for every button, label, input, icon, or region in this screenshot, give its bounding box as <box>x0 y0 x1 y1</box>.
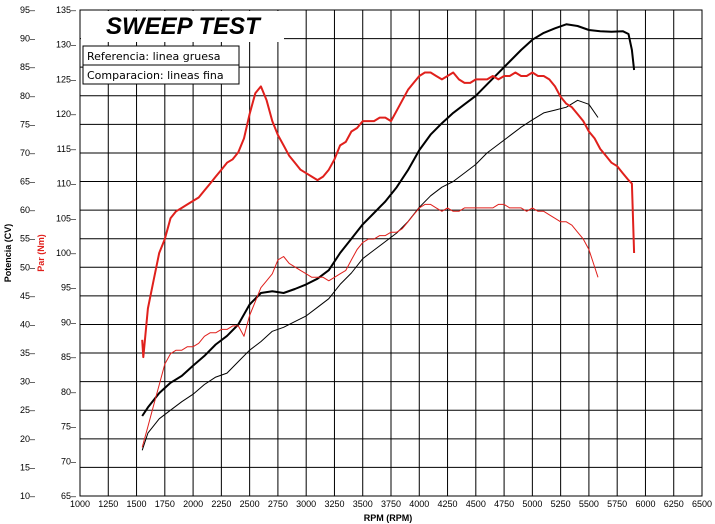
power-tick-label: 20– <box>20 434 35 444</box>
chart-grid <box>79 9 703 497</box>
power-tick-label: 45– <box>20 291 35 301</box>
torque-axis-label: Par (Nm) <box>36 234 46 272</box>
power-tick-label: 15– <box>20 462 35 472</box>
torque-tick-label: 90– <box>61 317 76 327</box>
torque-tick-label: 65– <box>61 491 76 501</box>
power-tick-label: 80– <box>20 91 35 101</box>
x-tick-label: 4500 <box>466 499 486 509</box>
x-tick-label: 5250 <box>551 499 571 509</box>
torque-tick-label: 95– <box>61 283 76 293</box>
torque-tick-label: 75– <box>61 422 76 432</box>
legend-entry-reference: Referencia: linea gruesa <box>87 50 220 63</box>
legend: Referencia: linea gruesa Comparacion: li… <box>82 45 240 85</box>
torque-tick-label: 105– <box>56 213 76 223</box>
x-tick-label: 5750 <box>607 499 627 509</box>
torque-tick-label: 100– <box>56 248 76 258</box>
power-tick-label: 55– <box>20 234 35 244</box>
chart-axes: 1000 1250 1500 1750 2000 2250 2500 2750 3000 3250… <box>20 5 712 509</box>
x-tick-label: 5000 <box>522 499 542 509</box>
power-tick-label: 95– <box>20 5 35 15</box>
power-tick-label: 30– <box>20 377 35 387</box>
power-tick-label: 85– <box>20 62 35 72</box>
legend-entry-comparison: Comparacion: lineas fina <box>87 69 224 82</box>
x-tick-label: 2500 <box>240 499 260 509</box>
power-tick-label: 40– <box>20 319 35 329</box>
x-tick-label: 3000 <box>296 499 316 509</box>
power-tick-label: 35– <box>20 348 35 358</box>
x-axis-label: RPM (RPM) <box>364 513 413 523</box>
torque-tick-label: 110– <box>57 179 76 189</box>
x-tick-label: 1750 <box>155 499 175 509</box>
torque-tick-label: 80– <box>61 387 76 397</box>
x-tick-label: 4000 <box>409 499 429 509</box>
torque-thick-line <box>141 71 636 359</box>
x-tick-label: 6000 <box>635 499 655 509</box>
x-tick-label: 6250 <box>664 499 684 509</box>
power-tick-label: 65– <box>20 177 35 187</box>
x-tick-label: 3250 <box>324 499 344 509</box>
power-tick-label: 90– <box>20 34 35 44</box>
x-tick-label: 2750 <box>268 499 288 509</box>
x-tick-label: 5500 <box>579 499 599 509</box>
power-tick-label: 50– <box>20 262 35 272</box>
torque-tick-label: 120– <box>56 109 76 119</box>
title-box <box>81 11 284 42</box>
power-tick-label: 70– <box>20 148 35 158</box>
power-tick-label: 60– <box>20 205 35 215</box>
x-tick-label: 1500 <box>127 499 147 509</box>
torque-tick-label: 135– <box>56 5 76 15</box>
x-tick-label: 3500 <box>353 499 373 509</box>
x-tick-label: 4250 <box>438 499 458 509</box>
x-tick-label: 3750 <box>381 499 401 509</box>
power-tick-label: 10– <box>20 491 35 501</box>
legend-box-comparison <box>82 64 240 85</box>
power-thick-line <box>141 23 636 417</box>
torque-tick-label: 85– <box>61 352 76 362</box>
power-tick-label: 25– <box>20 405 35 415</box>
x-tick-label: 1250 <box>98 499 118 509</box>
torque-thin-line <box>141 203 599 448</box>
power-thin-line <box>141 99 599 451</box>
chart-title: SWEEP TEST <box>106 13 262 40</box>
power-tick-label: 75– <box>20 119 35 129</box>
x-tick-label: 2000 <box>183 499 203 509</box>
torque-tick-label: 115– <box>57 144 76 154</box>
x-tick-label: 1000 <box>70 499 90 509</box>
power-axis-label: Potencia (CV) <box>3 224 13 283</box>
x-tick-label: 4750 <box>494 499 514 509</box>
torque-tick-label: 130– <box>56 40 76 50</box>
x-tick-label: 6500 <box>692 499 712 509</box>
torque-tick-label: 70– <box>61 456 76 466</box>
torque-tick-label: 125– <box>56 74 76 84</box>
x-tick-label: 2250 <box>211 499 231 509</box>
chart-series <box>141 23 636 451</box>
plot-frame <box>79 9 703 497</box>
